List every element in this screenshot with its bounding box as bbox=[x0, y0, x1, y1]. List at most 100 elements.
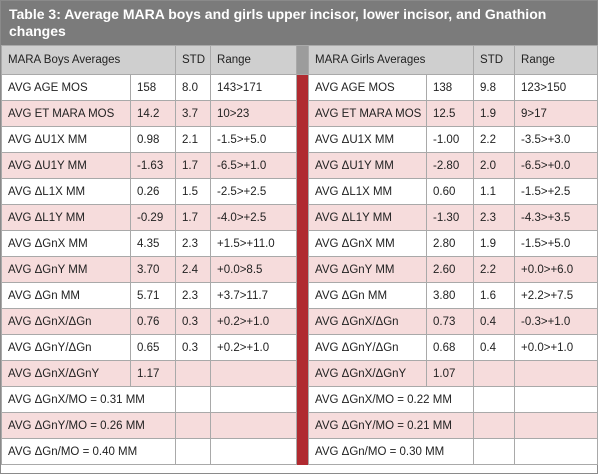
separator bbox=[296, 100, 310, 127]
cell: AVG ΔU1X MM bbox=[1, 126, 131, 153]
separator bbox=[296, 308, 310, 335]
cell: AVG ΔGn/MO = 0.40 MM bbox=[0, 438, 177, 465]
cell: 2.3 bbox=[175, 230, 212, 257]
cell: 8.0 bbox=[175, 74, 212, 101]
cell: -4.3>+3.5 bbox=[514, 204, 598, 231]
cell: 138 bbox=[426, 74, 475, 101]
cell: AVG ΔU1X MM bbox=[308, 126, 428, 153]
cell: -1.30 bbox=[426, 204, 475, 231]
cell: -1.5>+5.0 bbox=[514, 230, 598, 257]
cell: +0.0>+6.0 bbox=[514, 256, 598, 283]
cell: AVG ET MARA MOS bbox=[1, 100, 131, 127]
cell: AVG ΔGn MM bbox=[1, 282, 131, 309]
cell: 1.17 bbox=[129, 360, 177, 387]
cell: 5.71 bbox=[129, 282, 177, 309]
cell: -3.5>+3.0 bbox=[514, 126, 598, 153]
separator bbox=[296, 360, 310, 387]
separator bbox=[296, 74, 310, 101]
cell bbox=[210, 412, 298, 439]
table-row: AVG ΔGnX/MO = 0.31 MM AVG ΔGnX/MO = 0.22 … bbox=[0, 386, 598, 413]
cell: +2.2>+7.5 bbox=[514, 282, 598, 309]
cell: 2.4 bbox=[175, 256, 212, 283]
cell: 9.8 bbox=[473, 74, 516, 101]
cell: AVG ET MARA MOS bbox=[308, 100, 428, 127]
cell: AVG ΔGnX MM bbox=[1, 230, 131, 257]
cell bbox=[175, 412, 212, 439]
cell bbox=[210, 386, 298, 413]
table-row: AVG ΔGn MM 5.71 2.3 +3.7>11.7 AVG ΔGn MM 3.80… bbox=[1, 282, 598, 309]
table-row: AVG ΔL1X MM 0.26 1.5 -2.5>+2.5 AVG ΔL1X MM 0.… bbox=[1, 178, 598, 205]
cell: AVG ΔL1Y MM bbox=[308, 204, 428, 231]
cell: 1.1 bbox=[473, 178, 516, 205]
cell: AVG AGE MOS bbox=[1, 74, 131, 101]
cell: 1.9 bbox=[473, 100, 516, 127]
column-header: MARA Girls Averages bbox=[308, 45, 475, 75]
cell: 143>171 bbox=[210, 74, 298, 101]
cell: 2.2 bbox=[473, 126, 516, 153]
cell: AVG ΔGnX/MO = 0.22 MM bbox=[308, 386, 475, 413]
cell: 4.35 bbox=[129, 230, 177, 257]
cell bbox=[175, 386, 212, 413]
cell: 12.5 bbox=[426, 100, 475, 127]
cell: -1.63 bbox=[129, 152, 177, 179]
cell: 158 bbox=[129, 74, 177, 101]
cell: 0.65 bbox=[129, 334, 177, 361]
cell bbox=[514, 360, 598, 387]
cell bbox=[473, 360, 516, 387]
cell: -0.29 bbox=[129, 204, 177, 231]
separator bbox=[296, 282, 310, 309]
cell: 3.7 bbox=[175, 100, 212, 127]
cell: 3.70 bbox=[129, 256, 177, 283]
cell: 2.80 bbox=[426, 230, 475, 257]
column-header: STD bbox=[473, 45, 516, 75]
cell: +0.2>+1.0 bbox=[210, 308, 298, 335]
cell bbox=[514, 438, 598, 465]
separator bbox=[296, 256, 310, 283]
table-body: MARA Boys Averages STD Range MARA Girls Ave… bbox=[0, 45, 598, 465]
cell: AVG ΔL1X MM bbox=[308, 178, 428, 205]
cell: +0.2>+1.0 bbox=[210, 334, 298, 361]
cell bbox=[175, 360, 212, 387]
cell: AVG ΔGnX/ΔGn bbox=[1, 308, 131, 335]
cell: AVG ΔGnY MM bbox=[308, 256, 428, 283]
cell bbox=[514, 386, 598, 413]
separator bbox=[296, 45, 310, 75]
cell: 2.0 bbox=[473, 152, 516, 179]
cell: AVG ΔGnY MM bbox=[1, 256, 131, 283]
cell bbox=[514, 412, 598, 439]
cell bbox=[210, 438, 298, 465]
cell: -2.5>+2.5 bbox=[210, 178, 298, 205]
column-header: Range bbox=[514, 45, 598, 75]
cell bbox=[473, 386, 516, 413]
table-row: AVG ΔL1Y MM -0.29 1.7 -4.0>+2.5 AVG ΔL1Y MM -… bbox=[1, 204, 598, 231]
column-header: STD bbox=[175, 45, 212, 75]
separator bbox=[296, 334, 310, 361]
cell: 3.80 bbox=[426, 282, 475, 309]
table-row: AVG ΔGnX MM 4.35 2.3 +1.5>+11.0 AVG ΔGnX MM 2… bbox=[1, 230, 598, 257]
table-row: AVG AGE MOS 158 8.0 143>171 AVG AGE MOS 138 9.… bbox=[1, 74, 598, 101]
cell: 0.73 bbox=[426, 308, 475, 335]
separator bbox=[296, 386, 310, 413]
cell: 1.7 bbox=[175, 204, 212, 231]
cell: -1.00 bbox=[426, 126, 475, 153]
cell: 1.5 bbox=[175, 178, 212, 205]
cell: +3.7>11.7 bbox=[210, 282, 298, 309]
cell: AVG ΔGn/MO = 0.30 MM bbox=[308, 438, 475, 465]
cell: 2.3 bbox=[175, 282, 212, 309]
cell: AVG ΔGnX/MO = 0.31 MM bbox=[0, 386, 177, 413]
cell: 0.68 bbox=[426, 334, 475, 361]
table-row: AVG ET MARA MOS 14.2 3.7 10>23 AVG ET MARA M… bbox=[1, 100, 598, 127]
table-title: Table 3: Average MARA boys and girls upp… bbox=[1, 1, 597, 45]
cell: 0.4 bbox=[473, 334, 516, 361]
table-row: AVG ΔU1Y MM -1.63 1.7 -6.5>+1.0 AVG ΔU1Y MM -… bbox=[1, 152, 598, 179]
table-row: AVG ΔGnY MM 3.70 2.4 +0.0>8.5 AVG ΔGnY MM 2.6… bbox=[1, 256, 598, 283]
cell bbox=[175, 438, 212, 465]
table-row: AVG ΔGnY/ΔGn 0.65 0.3 +0.2>+1.0 AVG ΔGnY/ΔGn… bbox=[1, 334, 598, 361]
header-row: MARA Boys Averages STD Range MARA Girls Ave… bbox=[0, 45, 598, 75]
separator bbox=[296, 204, 310, 231]
cell: -0.3>+1.0 bbox=[514, 308, 598, 335]
cell: AVG ΔGnX/ΔGn bbox=[308, 308, 428, 335]
cell: 2.60 bbox=[426, 256, 475, 283]
cell: AVG ΔGn MM bbox=[308, 282, 428, 309]
